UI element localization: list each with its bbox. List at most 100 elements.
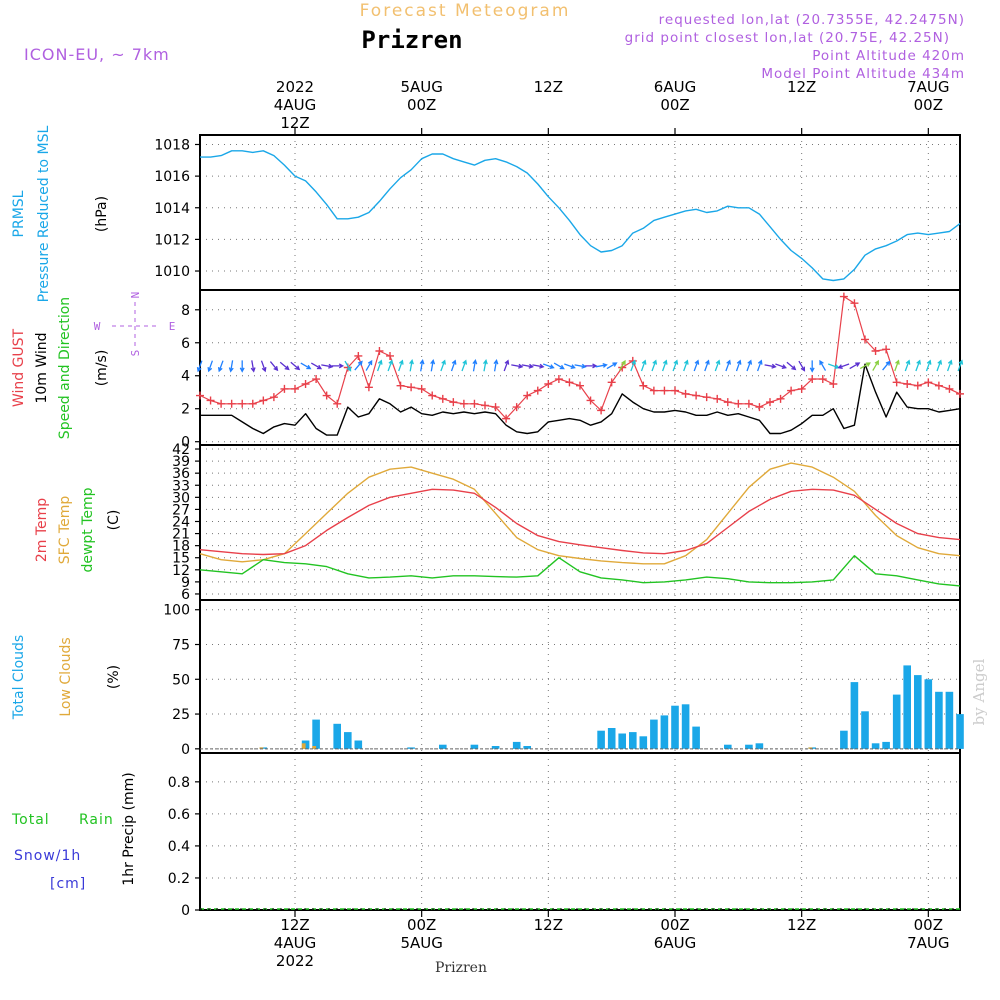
info-line-4: Model Point Altitude 434m (761, 66, 965, 82)
gust-marker (269, 393, 278, 402)
gust-marker (744, 399, 753, 408)
total-cloud-bar (312, 719, 320, 749)
precip-label-cm: [cm] (50, 876, 86, 892)
wind-ylabel-1: Wind GUST (11, 328, 27, 407)
wind-ylabel-4: (m/s) (94, 350, 110, 387)
gust-marker (649, 386, 658, 395)
wind-arrow (310, 362, 323, 370)
wind-arrow (239, 360, 245, 373)
clouds-ytick-label: 50 (172, 672, 190, 688)
watermark: by Angel (970, 658, 988, 725)
gust-marker (808, 375, 817, 384)
bottom-time-label: 2022 (276, 952, 314, 970)
wind-arrow (827, 363, 840, 369)
gust-marker (787, 386, 796, 395)
pressure-ytick-label: 1014 (154, 201, 190, 217)
bottom-time-label: 7AUG (907, 934, 949, 952)
total-cloud-bar (882, 741, 890, 749)
clouds-ylabel-2: Low Clouds (58, 637, 74, 716)
gust-marker (396, 381, 405, 390)
wind-arrow (672, 359, 679, 372)
wind-arrow (387, 359, 394, 372)
wind-arrow (595, 362, 608, 368)
gust-marker (280, 384, 289, 393)
wind-arrow (725, 359, 731, 372)
cloud-bars (259, 665, 964, 749)
info-line-1: requested lon,lat (20.7355E, 42.2475N) (659, 12, 965, 28)
bottom-time-label: 00Z (914, 916, 943, 934)
total-cloud-bar (840, 730, 848, 749)
wind-arrow (532, 363, 545, 369)
gust-marker (755, 403, 764, 412)
gust-marker (312, 375, 321, 384)
precip-label-rain: Rain (79, 812, 114, 828)
temp-ytick-label: 15 (172, 551, 190, 567)
gust-marker (238, 399, 247, 408)
total-cloud-bar (629, 732, 637, 749)
total-cloud-bar (892, 694, 901, 749)
gust-marker (660, 386, 669, 395)
total-cloud-bar (945, 691, 954, 749)
wind-arrow (859, 362, 871, 370)
pressure-ytick-label: 1018 (154, 137, 190, 153)
total-cloud-bar (523, 746, 531, 749)
wind-arrow (269, 361, 279, 372)
precip-grid: 0 0.2 0.4 0.6 0.8 (168, 753, 960, 919)
gust-marker (428, 391, 437, 400)
temp-ytick-label: 18 (172, 539, 190, 555)
gust-marker (227, 399, 236, 408)
gust-marker (407, 383, 416, 392)
clouds-ylabel-1: Total Clouds (11, 635, 27, 720)
sfc-temp-line (199, 462, 961, 565)
total-cloud-bar (692, 726, 700, 749)
gust-markers (196, 292, 964, 423)
low-cloud-bar (259, 747, 264, 749)
gust-marker (671, 386, 679, 395)
temp-ytick-label: 39 (172, 454, 190, 470)
gust-marker (723, 398, 732, 407)
gust-marker (829, 379, 838, 388)
gust-marker (512, 403, 521, 412)
pressure-frame (199, 134, 961, 291)
gust-marker (217, 399, 226, 408)
wind-arrow (936, 359, 943, 372)
precip-ytick-label: 0.4 (168, 839, 190, 855)
low-cloud-bar (301, 743, 306, 749)
pressure-ylabels: PRMSL Pressure Reduced to MSL (hPa) (11, 125, 110, 302)
gust-marker (364, 383, 373, 392)
gust-marker (291, 384, 299, 393)
wind-arrow (946, 359, 953, 372)
compass-s: S (129, 350, 142, 357)
precip-label-snow: Snow/1h (14, 848, 81, 864)
wind-arrow (925, 359, 932, 372)
top-time-label: 00Z (914, 96, 943, 114)
gust-marker (692, 391, 701, 400)
wind-arrow (398, 359, 404, 372)
gust-marker (470, 399, 479, 408)
clouds-ytick-label: 0 (181, 742, 190, 758)
gust-marker (702, 393, 711, 402)
temp-ytick-label: 33 (172, 478, 190, 494)
temp-ylabels: 2m Temp SFC Temp dewpt Temp (C) (34, 487, 122, 572)
temp-ytick-label: 27 (172, 502, 190, 518)
total-cloud-bar (344, 732, 352, 749)
wind-arrow (472, 359, 478, 372)
wind-arrow (756, 359, 763, 372)
wind-arrow (957, 359, 964, 372)
top-time-label: 2022 (276, 78, 314, 96)
wind-arrow (279, 361, 290, 371)
low-cloud-bar (312, 746, 317, 749)
compass-n: N (129, 292, 142, 299)
wind-arrow (321, 363, 334, 369)
total-cloud-bar (470, 744, 479, 749)
gust-marker (913, 381, 922, 390)
wind-arrow (872, 359, 879, 371)
gust-marker (354, 351, 363, 360)
bottom-time-label: 00Z (660, 916, 689, 934)
total-cloud-bar (333, 723, 341, 749)
pressure-ytick-label: 1010 (154, 264, 190, 280)
wind-arrow (482, 359, 488, 372)
total-cloud-bar (745, 744, 753, 749)
total-cloud-bar (639, 736, 648, 749)
